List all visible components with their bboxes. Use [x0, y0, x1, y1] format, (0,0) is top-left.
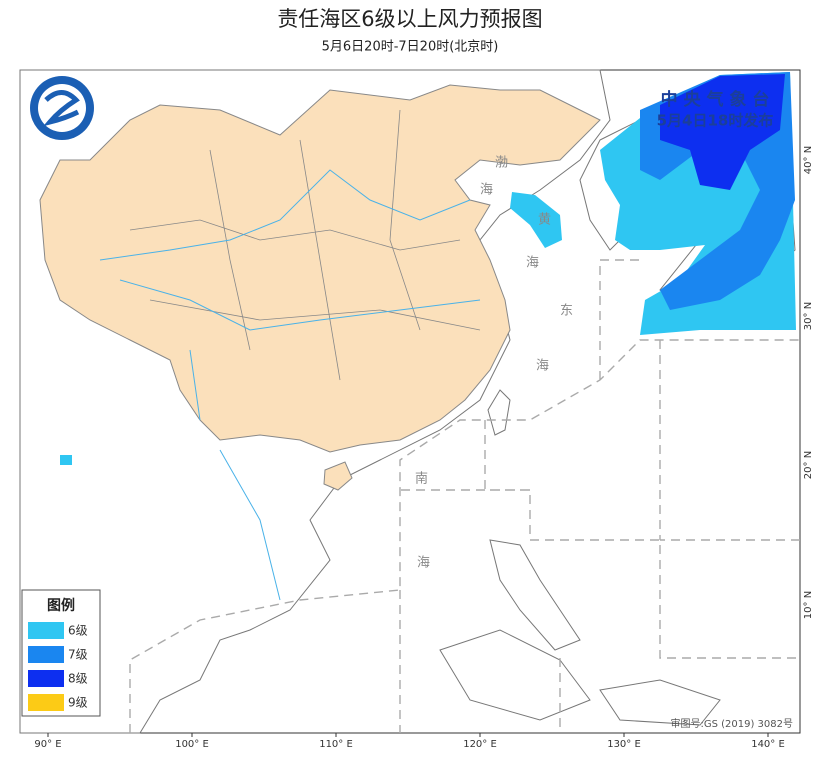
wind-area — [510, 192, 562, 248]
map: 渤 海 黄 海 东 海 南 海 中 央 气 象 台 5月4日18时发布 审图号:… — [19, 69, 801, 734]
lon-labels: 90° E 100° E 110° E 120° E 130° E 140° E — [34, 733, 785, 750]
lon-label: 120° E — [463, 739, 497, 750]
lat-label: 20° N — [803, 451, 814, 479]
sea-label: 黄 — [538, 213, 551, 228]
wind-area — [660, 74, 785, 190]
province-border — [129, 109, 481, 381]
river — [99, 169, 481, 601]
review-number: 审图号:GS (2019) 3082号 — [670, 717, 793, 730]
hainan — [323, 461, 353, 491]
land — [489, 539, 581, 651]
legend-swatch — [28, 646, 64, 663]
zone-line — [129, 259, 800, 733]
lon-label: 110° E — [319, 739, 353, 750]
lat-label: 30° N — [803, 302, 814, 330]
issuer-name: 中 央 气 象 台 — [661, 89, 770, 110]
sea-label: 东 — [560, 304, 573, 319]
china — [39, 84, 601, 453]
lon-label: 100° E — [175, 739, 209, 750]
subtitle: 5月6日20时-7日20时(北京时) — [322, 40, 499, 55]
legend-swatch — [28, 670, 64, 687]
wind-area — [60, 455, 72, 465]
sea-label: 南 — [415, 471, 428, 487]
sea-labels: 渤 海 黄 海 东 海 南 海 — [415, 155, 573, 571]
legend-title: 图例 — [47, 597, 75, 614]
legend-label: 9级 — [68, 696, 88, 710]
legend-label: 7级 — [68, 648, 88, 662]
title: 责任海区6级以上风力预报图 — [277, 7, 542, 31]
lon-label: 130° E — [607, 739, 641, 750]
lat-label: 40° N — [803, 146, 814, 174]
land — [599, 679, 721, 726]
legend-label: 6级 — [68, 624, 88, 638]
lat-label: 10° N — [803, 591, 814, 619]
lon-label: 140° E — [751, 739, 785, 750]
land — [487, 389, 511, 436]
land — [439, 629, 591, 721]
legend-label: 8级 — [68, 672, 88, 686]
legend-swatch — [28, 694, 64, 711]
legend: 图例 6级 7级 8级 9级 — [21, 589, 101, 717]
sea-label: 渤 — [495, 155, 508, 171]
logo — [43, 90, 80, 127]
sea-label: 海 — [536, 359, 549, 374]
legend-swatch — [28, 622, 64, 639]
sea-label: 海 — [417, 556, 430, 571]
sea-label: 海 — [480, 183, 493, 198]
lon-label: 90° E — [34, 739, 61, 750]
issue-time: 5月4日18时发布 — [657, 112, 774, 130]
sea-label: 海 — [526, 256, 539, 271]
lat-labels: 40° N 30° N 20° N 10° N — [803, 146, 814, 619]
